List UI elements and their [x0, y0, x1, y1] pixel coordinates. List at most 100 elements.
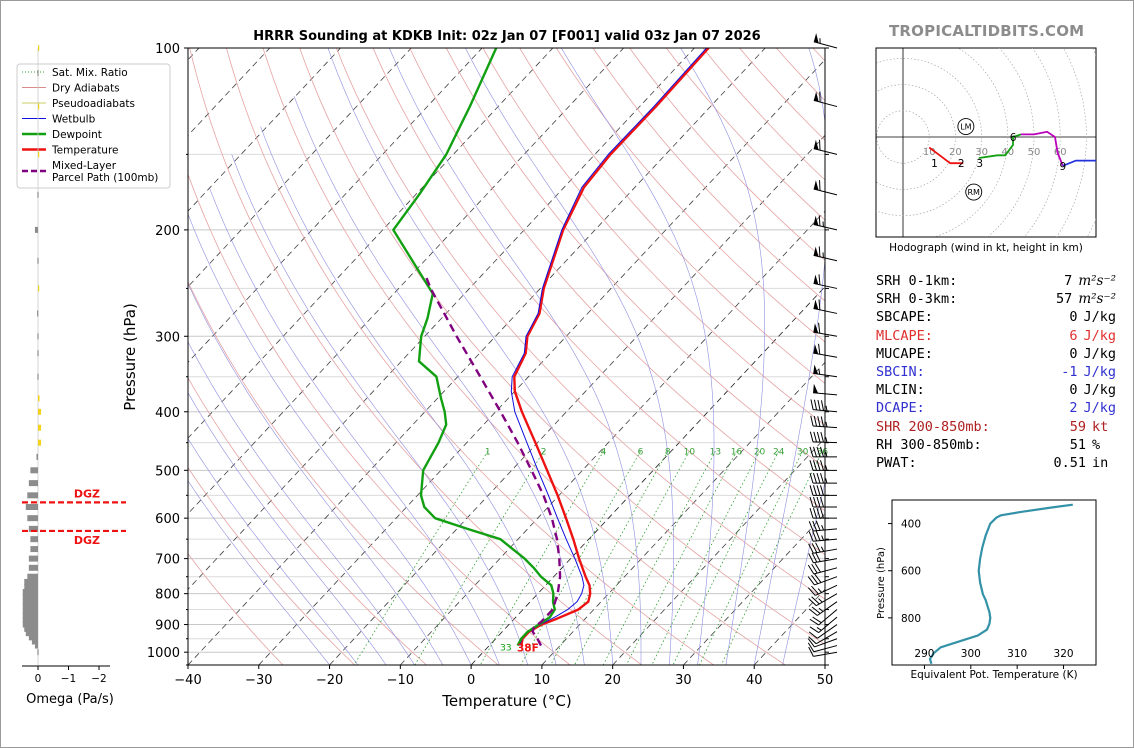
- wind-barb: [809, 616, 838, 634]
- dry-adiabat-line: [189, 48, 643, 665]
- legend-label: Dry Adiabats: [52, 83, 120, 95]
- omega-bar: [38, 285, 40, 292]
- wind-barb: [809, 609, 838, 626]
- isotherm-line: [258, 59, 825, 665]
- wind-barb: [813, 274, 838, 289]
- legend-label: Sat. Mix. Ratio: [52, 67, 128, 79]
- hodo-height-label: 3: [976, 158, 983, 170]
- isotherm-line: [470, 286, 825, 665]
- wind-barb: [813, 180, 838, 196]
- moist-adiabat-line: [680, 48, 766, 665]
- moist-adiabat-line: [293, 95, 585, 665]
- param-row: DCAPE: 2 J/kg: [876, 399, 1116, 417]
- omega-bar: [37, 350, 39, 357]
- omega-bar: [22, 608, 38, 615]
- y-tick-label: 700: [155, 553, 180, 568]
- hodo-ring-label: 60: [1054, 147, 1067, 158]
- isotherm-line: [329, 134, 825, 665]
- wind-barb: [813, 343, 838, 358]
- profile-dewpoint: [392, 48, 556, 647]
- dry-adiabat-line: [592, 48, 825, 302]
- omega-bar: [28, 555, 38, 562]
- profile-parcel: [425, 277, 562, 647]
- dry-adiabat-line: [482, 48, 825, 426]
- param-row: SBCAPE: 0 J/kg: [876, 308, 1116, 326]
- isotherm-line: [188, 48, 483, 363]
- y-tick-label: 900: [155, 619, 180, 634]
- wind-barb: [809, 460, 837, 471]
- x-tick-label: −10: [387, 673, 414, 688]
- wind-barb: [807, 642, 838, 653]
- param-row: RH 300-850mb: 51%: [876, 436, 1116, 454]
- omega-tick-label: −2: [91, 673, 106, 685]
- hodo-ring: [987, 48, 1035, 237]
- moist-adiabat-line: [188, 480, 330, 665]
- wind-barb-column: [807, 33, 838, 657]
- wind-barb: [808, 624, 838, 639]
- mixing-ratio-line: [602, 451, 716, 665]
- omega-bar: [28, 564, 38, 571]
- omega-bar: [38, 439, 42, 446]
- param-row: PWAT: 0.51 in: [876, 454, 1116, 472]
- mixing-ratio-label: 8: [665, 447, 671, 457]
- omega-bar: [27, 492, 38, 499]
- isotherm-line: [612, 437, 825, 665]
- isotherm-line: [188, 48, 766, 665]
- surface-dewpoint-label: 33: [500, 644, 511, 654]
- theta-x-tick-label: 310: [1007, 648, 1027, 660]
- x-tick-label: −40: [174, 673, 201, 688]
- param-row: MLCAPE: 6 J/kg: [876, 327, 1116, 345]
- hodo-ring: [933, 48, 1009, 237]
- moist-adiabat-line: [389, 48, 642, 665]
- param-label: MUCAPE:: [876, 345, 933, 362]
- param-row: MUCAPE: 0 J/kg: [876, 345, 1116, 363]
- param-row: SRH 0-3km: 57 m²s⁻²: [876, 290, 1116, 308]
- legend-label: Parcel Path (100mb): [52, 172, 158, 184]
- omega-bar: [22, 598, 38, 605]
- param-value: 0: [1069, 382, 1078, 399]
- x-tick-label: 10: [534, 673, 551, 688]
- hodo-ring: [876, 58, 982, 216]
- theta-y-tick-label: 400: [901, 519, 921, 531]
- legend-label: Mixed-Layer: [52, 160, 117, 172]
- omega-bar: [38, 424, 42, 431]
- dgz-label: DGZ: [74, 534, 100, 547]
- theta-e-frame: [891, 499, 1097, 666]
- moist-adiabat-line: [465, 48, 674, 665]
- wind-barb: [808, 520, 838, 532]
- omega-bar: [28, 634, 38, 641]
- hodo-trace: [928, 146, 964, 165]
- skewt-axes: −40 −30 −20 −10 0 10 20 30 40 50 100 200 300 400 500 60…: [147, 42, 833, 688]
- omega-bar: [30, 536, 38, 543]
- omega-bar: [38, 45, 40, 51]
- site-watermark: TROPICALTIDBITS.COM: [889, 22, 1085, 40]
- hodo-ring-label: 50: [1028, 147, 1041, 158]
- isotherm-line: [188, 48, 412, 288]
- x-tick-label: 20: [604, 673, 621, 688]
- wind-barb: [813, 91, 838, 108]
- y-tick-label: 100: [155, 42, 180, 57]
- dry-adiabat-line: [226, 48, 714, 665]
- moist-adiabat-line: [188, 392, 387, 665]
- omega-tick-label: −1: [61, 673, 76, 685]
- storm-motion-marker: [957, 118, 975, 135]
- omega-bar: [38, 103, 40, 110]
- wind-barb: [809, 485, 837, 496]
- x-tick-label: 30: [675, 673, 692, 688]
- wind-barb: [809, 496, 837, 508]
- theta-y-tick-label: 600: [901, 566, 921, 578]
- mixing-ratio-label: 10: [684, 447, 696, 457]
- param-label: SBCIN:: [876, 364, 925, 381]
- wind-barb: [807, 573, 838, 586]
- omega-bar: [38, 151, 40, 158]
- theta-x-tick-label: 300: [961, 648, 981, 660]
- dry-adiabat-line: [409, 48, 825, 512]
- param-label: MLCAPE:: [876, 327, 933, 344]
- param-value: 0.51: [1053, 455, 1086, 472]
- omega-bar: [34, 642, 38, 649]
- legend-label: Dewpoint: [52, 129, 102, 141]
- y-tick-label: 1000: [147, 646, 180, 661]
- omega-bar: [22, 621, 38, 628]
- param-value: 57: [1056, 291, 1073, 308]
- omega-bar: [37, 649, 39, 656]
